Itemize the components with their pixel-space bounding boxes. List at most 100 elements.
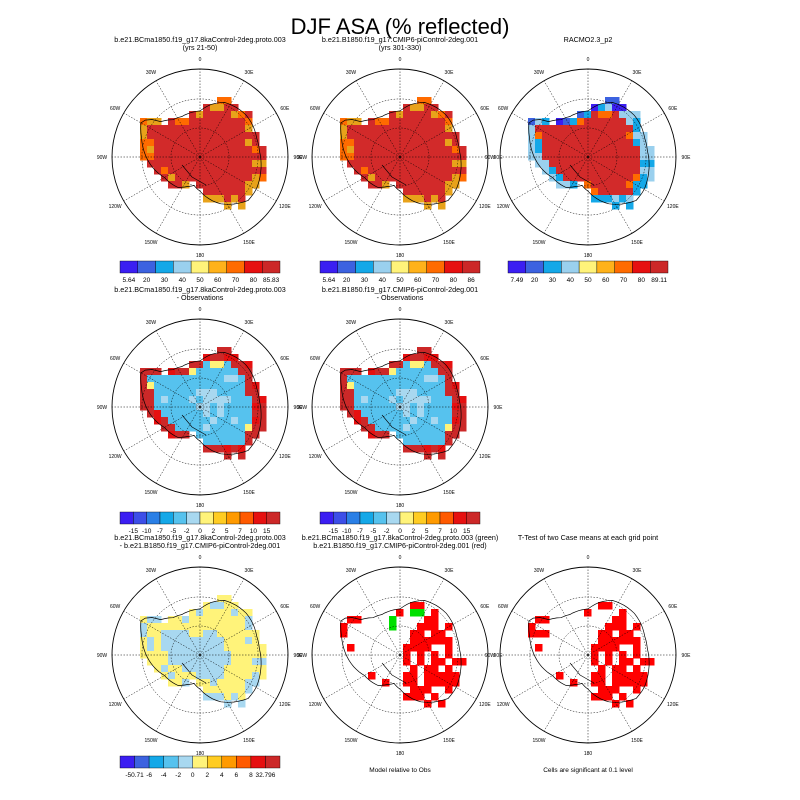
grid-cell [382, 153, 390, 161]
grid-cell [549, 167, 557, 175]
grid-cell [347, 139, 355, 147]
grid-cell [231, 410, 239, 418]
grid-cell [403, 188, 411, 196]
grid-cell [431, 417, 439, 425]
panel-title-line: b.e21.BCma1850.f19_g17.8kaControl-2deg.p… [301, 533, 499, 542]
map-border [111, 566, 289, 744]
grid-cell [452, 431, 460, 439]
grid-cell [389, 361, 397, 369]
grid-cell [224, 616, 232, 624]
grid-cell [161, 153, 169, 161]
grid-cell [403, 375, 411, 383]
grid-cell [182, 181, 190, 189]
grid-cell [368, 396, 376, 404]
grid-cell [347, 644, 355, 652]
grid-cell [424, 354, 432, 362]
colorbar-swatch [319, 260, 338, 274]
grid-cell [245, 396, 253, 404]
grid-cell [238, 375, 246, 383]
grid-cell [231, 125, 239, 133]
grid-cell [612, 188, 620, 196]
grid-cell [361, 417, 369, 425]
grid-cell [154, 160, 162, 168]
grid-cell [196, 672, 204, 680]
grid-cell [231, 167, 239, 175]
grid-cell [445, 410, 453, 418]
colorbar-label: 89.11 [651, 277, 667, 284]
grid-cell [210, 153, 218, 161]
panel-note: Cells are significant at 0.1 level [543, 767, 633, 774]
grid-cell [619, 195, 627, 203]
grid-cell [417, 609, 425, 617]
grid-cell [619, 693, 627, 701]
panel-title: b.e21.BCma1850.f19_g17.8kaControl-2deg.p… [85, 36, 315, 52]
grid-cell [203, 417, 211, 425]
grid-cell [556, 672, 564, 680]
longitude-label: 180 [396, 503, 405, 509]
grid-cell [210, 160, 218, 168]
grid-cell [217, 658, 225, 666]
colorbar-swatch [133, 511, 147, 525]
grid-cell [175, 146, 183, 154]
longitude-label: 150E [443, 240, 455, 246]
longitude-label: 30W [146, 568, 157, 574]
grid-cell [605, 623, 613, 631]
grid-cell [598, 693, 606, 701]
colorbar-label: 20 [343, 277, 351, 284]
longitude-label: 30E [245, 70, 255, 76]
grid-cell [403, 361, 411, 369]
colorbar-swatch [525, 260, 544, 274]
grid-cell [347, 389, 355, 397]
grid-cell [361, 403, 369, 411]
grid-cell [217, 445, 225, 453]
grid-cell [259, 174, 267, 182]
grid-cell [452, 658, 460, 666]
colorbar-swatch [173, 260, 192, 274]
colorbar-label: 70 [620, 277, 628, 284]
grid-cell [231, 361, 239, 369]
longitude-label: 90E [294, 155, 304, 161]
grid-cell [445, 417, 453, 425]
grid-cell [259, 651, 267, 659]
grid-cell [368, 368, 376, 376]
meridian-line [399, 406, 445, 484]
grid-cell [535, 644, 543, 652]
meridian-line [587, 610, 665, 656]
grid-cell [619, 637, 627, 645]
grid-cell [640, 679, 648, 687]
colorbar: 5.64 20 30 40 50 60 70 80 86 [319, 260, 481, 284]
grid-cell [231, 424, 239, 432]
colorbar-swatch [250, 755, 266, 769]
grid-cell [612, 181, 620, 189]
colorbar-swatch [221, 755, 237, 769]
ice-shelf-line [569, 662, 595, 684]
grid-cell [417, 375, 425, 383]
grid-cell [175, 665, 183, 673]
grid-cell [196, 616, 204, 624]
grid-cell [354, 139, 362, 147]
longitude-label: 120E [279, 702, 291, 708]
grid-cell [340, 623, 348, 631]
grid-cell [605, 181, 613, 189]
grid-cell [245, 410, 253, 418]
grid-cell [217, 347, 225, 355]
grid-cell [182, 396, 190, 404]
meridian-line [399, 654, 477, 700]
grid-cell [259, 658, 267, 666]
grid-cell [410, 602, 418, 610]
grid-cell [417, 686, 425, 694]
meridian-line [323, 406, 401, 452]
grid-cell [431, 424, 439, 432]
colorbar-swatch [119, 511, 134, 525]
grid-cell [203, 623, 211, 631]
grid-cell [598, 672, 606, 680]
grid-cell [424, 616, 432, 624]
grid-cell [445, 389, 453, 397]
grid-cell [182, 431, 190, 439]
grid-cell [424, 167, 432, 175]
grid-cell [417, 174, 425, 182]
grid-cell [182, 382, 190, 390]
grid-cell [403, 174, 411, 182]
grid-cell [403, 445, 411, 453]
grid-cell [431, 389, 439, 397]
